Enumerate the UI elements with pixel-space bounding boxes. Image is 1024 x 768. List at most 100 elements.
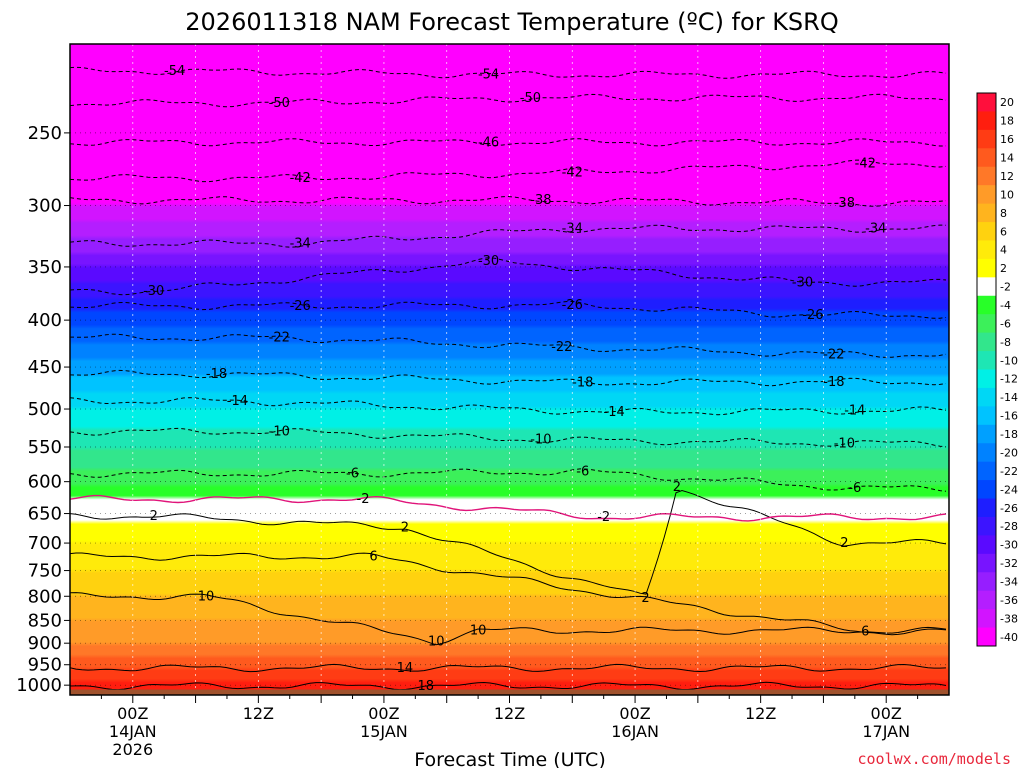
colorbar-swatch xyxy=(977,295,996,315)
y-tick-label: 600 xyxy=(28,472,62,493)
credit-text: coolwx.com/models xyxy=(857,750,1011,768)
contour-line xyxy=(70,224,947,248)
ground-layer xyxy=(70,689,949,695)
colorbar-label: -24 xyxy=(1000,483,1018,496)
contour-label: -26 xyxy=(802,308,823,323)
y-tick-label: 750 xyxy=(28,561,62,582)
contour-label: -10 xyxy=(834,436,855,451)
y-tick-label: 800 xyxy=(28,586,62,607)
colorbar-swatch xyxy=(977,387,996,407)
contour-label: -22 xyxy=(823,347,844,362)
contour-label: -30 xyxy=(478,254,499,269)
colorbar-swatch xyxy=(977,572,996,592)
y-axis: 2503003504004505005506006507007508008509… xyxy=(16,123,70,696)
colorbar-swatch xyxy=(977,332,996,352)
contour-label: -2 xyxy=(597,510,610,525)
contour-label: -18 xyxy=(206,367,227,382)
colorbar-label: 20 xyxy=(1000,96,1014,109)
x-tick-label: 2026 xyxy=(112,740,153,759)
contour-label: 2 xyxy=(401,520,409,535)
contour-label: -34 xyxy=(290,236,311,251)
colorbar-label: -20 xyxy=(1000,446,1018,459)
contour-line xyxy=(70,195,947,207)
contour-label: -26 xyxy=(562,298,583,313)
grid-lines xyxy=(70,44,949,695)
x-tick-label: 12Z xyxy=(494,704,525,723)
x-tick-label: 16JAN xyxy=(611,722,659,741)
colorbar-label: 8 xyxy=(1000,207,1007,220)
colorbar-label: -34 xyxy=(1000,575,1018,588)
colorbar-swatch xyxy=(977,166,996,186)
contour-label: -42 xyxy=(855,157,876,172)
contour-line xyxy=(70,369,947,387)
colorbar-swatch xyxy=(977,258,996,278)
x-tick-label: 17JAN xyxy=(862,722,910,741)
contour-label: 10 xyxy=(428,634,445,649)
y-tick-label: 650 xyxy=(28,504,62,525)
colorbar-swatch xyxy=(977,480,996,500)
y-tick-label: 1000 xyxy=(16,675,62,696)
colorbar-swatch xyxy=(977,498,996,518)
contour-label: -38 xyxy=(834,196,855,211)
x-tick-label: 12Z xyxy=(745,704,776,723)
contour-label: -22 xyxy=(269,331,290,346)
contour-line xyxy=(70,592,947,646)
y-tick-label: 300 xyxy=(28,196,62,217)
colorbar-label: 18 xyxy=(1000,115,1014,128)
y-tick-label: 900 xyxy=(28,633,62,654)
contour-line xyxy=(70,93,947,108)
x-tick-label: 00Z xyxy=(619,704,650,723)
colorbar-label: -36 xyxy=(1000,594,1018,607)
contour-label: -14 xyxy=(227,394,248,409)
y-tick-label: 250 xyxy=(28,123,62,144)
contour-label: -10 xyxy=(269,424,290,439)
y-tick-label: 950 xyxy=(28,655,62,676)
colorbar-label: -28 xyxy=(1000,520,1018,533)
y-tick-label: 500 xyxy=(28,399,62,420)
contour-label: -54 xyxy=(478,68,499,83)
colorbar-swatch xyxy=(977,93,996,112)
contour-label: -46 xyxy=(478,135,499,150)
colorbar-label: 6 xyxy=(1000,225,1007,238)
contour-label: -54 xyxy=(164,64,185,79)
colorbar-swatch xyxy=(977,590,996,610)
colorbar-swatch xyxy=(977,424,996,444)
colorbar-label: -30 xyxy=(1000,539,1018,552)
contour-label: 2 xyxy=(641,591,649,606)
colorbar-label: 14 xyxy=(1000,152,1014,165)
colorbar-label: -26 xyxy=(1000,502,1018,515)
contour-label: 2 xyxy=(150,509,158,524)
colorbar-label: -10 xyxy=(1000,354,1018,367)
colorbar-swatch xyxy=(977,222,996,241)
colorbar-swatch xyxy=(977,111,996,131)
colorbar-label: -8 xyxy=(1000,336,1011,349)
contour-line xyxy=(70,138,947,147)
contour-label: -50 xyxy=(520,91,541,106)
colorbar-label: 16 xyxy=(1000,133,1014,146)
colorbar-swatch xyxy=(977,277,996,297)
contour-line xyxy=(70,427,947,448)
contour-label: -26 xyxy=(290,299,311,314)
contour-line xyxy=(70,66,947,79)
x-tick-label: 12Z xyxy=(243,704,274,723)
x-tick-label: 15JAN xyxy=(360,722,408,741)
plot-area: -54 -54 -50 -50 -46 -42 -42 -42 -38 -38 -34 -34 -34 -… xyxy=(70,44,949,695)
contour-label: 10 xyxy=(198,589,215,604)
colorbar-frame xyxy=(976,92,997,647)
x-axis-label: Forecast Time (UTC) xyxy=(414,749,605,768)
colorbar-label: -4 xyxy=(1000,299,1011,312)
chart-title: 2026011318 NAM Forecast Temperature (ºC)… xyxy=(185,8,838,36)
colorbar-label: -22 xyxy=(1000,465,1018,478)
contour-line xyxy=(70,159,947,183)
colorbar-label: 12 xyxy=(1000,170,1014,183)
colorbar-swatch xyxy=(977,314,996,334)
contour-label: 10 xyxy=(470,624,487,639)
contour-line xyxy=(70,300,947,319)
colorbar-swatch xyxy=(977,535,996,555)
colorbar-swatch xyxy=(977,553,996,573)
contour-label: -42 xyxy=(290,171,311,186)
colorbar-label: 2 xyxy=(1000,262,1007,275)
contour-label: -38 xyxy=(530,193,551,208)
contour-line xyxy=(70,552,947,636)
y-tick-label: 700 xyxy=(28,533,62,554)
